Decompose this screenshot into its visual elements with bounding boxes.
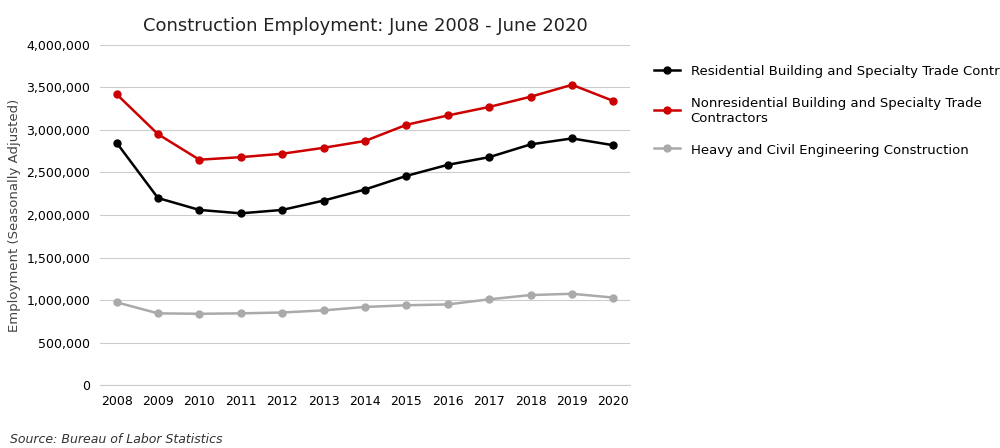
- Legend: Residential Building and Specialty Trade Contractors, Nonresidential Building an: Residential Building and Specialty Trade…: [647, 58, 1000, 163]
- Heavy and Civil Engineering Construction: [193, 311, 205, 316]
- Nonresidential Building and Specialty Trade
Contractors: [276, 151, 288, 156]
- Nonresidential Building and Specialty Trade
Contractors: [193, 157, 205, 163]
- Title: Construction Employment: June 2008 - June 2020: Construction Employment: June 2008 - Jun…: [143, 17, 587, 35]
- Heavy and Civil Engineering Construction: [566, 291, 578, 297]
- Nonresidential Building and Specialty Trade
Contractors: [400, 122, 412, 128]
- Heavy and Civil Engineering Construction: [111, 300, 123, 305]
- Residential Building and Specialty Trade Contractors: [525, 142, 537, 147]
- Nonresidential Building and Specialty Trade
Contractors: [566, 82, 578, 87]
- Residential Building and Specialty Trade Contractors: [235, 211, 247, 216]
- Nonresidential Building and Specialty Trade
Contractors: [152, 132, 164, 137]
- Line: Residential Building and Specialty Trade Contractors: Residential Building and Specialty Trade…: [113, 135, 617, 217]
- Nonresidential Building and Specialty Trade
Contractors: [235, 155, 247, 160]
- Heavy and Civil Engineering Construction: [276, 310, 288, 315]
- Line: Nonresidential Building and Specialty Trade
Contractors: Nonresidential Building and Specialty Tr…: [113, 82, 617, 163]
- Line: Heavy and Civil Engineering Construction: Heavy and Civil Engineering Construction: [113, 290, 617, 317]
- Residential Building and Specialty Trade Contractors: [607, 142, 619, 148]
- Nonresidential Building and Specialty Trade
Contractors: [525, 94, 537, 99]
- Heavy and Civil Engineering Construction: [152, 310, 164, 316]
- Residential Building and Specialty Trade Contractors: [152, 195, 164, 201]
- Heavy and Civil Engineering Construction: [483, 297, 495, 302]
- Nonresidential Building and Specialty Trade
Contractors: [442, 113, 454, 118]
- Nonresidential Building and Specialty Trade
Contractors: [483, 104, 495, 110]
- Nonresidential Building and Specialty Trade
Contractors: [607, 98, 619, 103]
- Heavy and Civil Engineering Construction: [359, 304, 371, 310]
- Heavy and Civil Engineering Construction: [235, 310, 247, 316]
- Heavy and Civil Engineering Construction: [607, 295, 619, 300]
- Text: Source: Bureau of Labor Statistics: Source: Bureau of Labor Statistics: [10, 433, 222, 446]
- Heavy and Civil Engineering Construction: [442, 302, 454, 307]
- Residential Building and Specialty Trade Contractors: [442, 162, 454, 168]
- Heavy and Civil Engineering Construction: [318, 308, 330, 313]
- Residential Building and Specialty Trade Contractors: [111, 140, 123, 145]
- Heavy and Civil Engineering Construction: [525, 293, 537, 298]
- Nonresidential Building and Specialty Trade
Contractors: [318, 145, 330, 151]
- Nonresidential Building and Specialty Trade
Contractors: [111, 91, 123, 97]
- Residential Building and Specialty Trade Contractors: [400, 173, 412, 179]
- Residential Building and Specialty Trade Contractors: [318, 198, 330, 203]
- Nonresidential Building and Specialty Trade
Contractors: [359, 138, 371, 144]
- Residential Building and Specialty Trade Contractors: [566, 136, 578, 141]
- Residential Building and Specialty Trade Contractors: [483, 155, 495, 160]
- Heavy and Civil Engineering Construction: [400, 302, 412, 308]
- Residential Building and Specialty Trade Contractors: [193, 207, 205, 213]
- Residential Building and Specialty Trade Contractors: [359, 187, 371, 192]
- Y-axis label: Employment (Seasonally Adjusted): Employment (Seasonally Adjusted): [8, 99, 21, 332]
- Residential Building and Specialty Trade Contractors: [276, 207, 288, 213]
